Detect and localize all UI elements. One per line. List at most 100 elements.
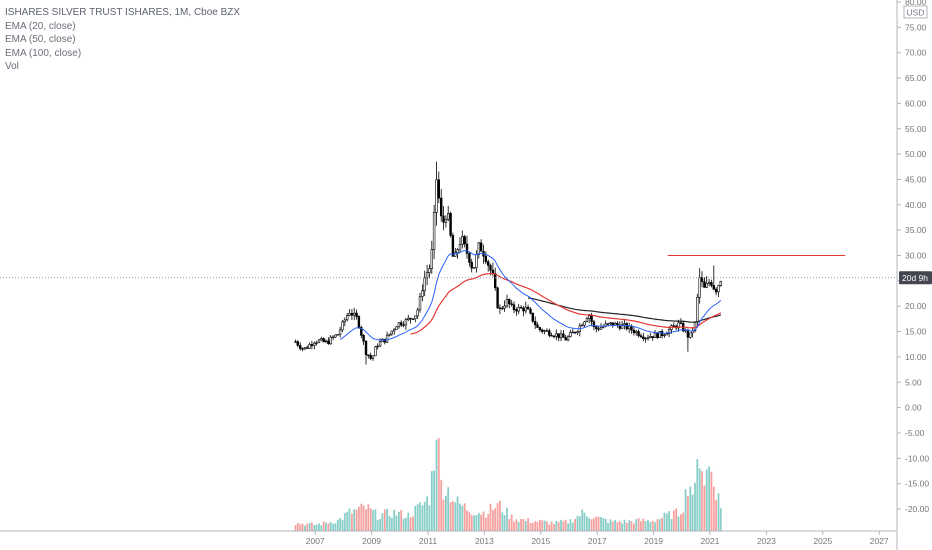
candle-body (341, 321, 344, 331)
candle-body (639, 335, 643, 338)
candle-body (491, 269, 495, 274)
y-tick-label: 0.00 (905, 403, 922, 413)
volume-bar (322, 521, 325, 531)
volume-bar (574, 519, 576, 531)
candle-body (707, 281, 711, 284)
volume-bar (480, 514, 482, 531)
candle-body (644, 337, 647, 340)
x-tick-label: 2025 (813, 536, 832, 546)
candle-body (327, 340, 330, 345)
volume-bar (339, 517, 341, 531)
candle-body (656, 332, 659, 338)
candle-body (338, 329, 342, 335)
candle-body (571, 331, 575, 334)
x-axis-ticks[interactable]: 2007 2009 2011 2013 2015 2017 2019 2021 2023 2025… (306, 531, 889, 546)
volume-bar (383, 509, 386, 531)
volume-bar (680, 514, 682, 531)
volume-bar (586, 516, 588, 531)
candle-body (416, 309, 419, 317)
candle-body (475, 254, 478, 268)
candle-body (627, 325, 631, 330)
candle-body (352, 312, 356, 316)
candle-body (456, 249, 459, 254)
x-tick-label: 2011 (419, 536, 438, 546)
volume-legend[interactable]: Vol (5, 61, 19, 72)
candle-body (524, 306, 528, 312)
volume-bar (325, 522, 327, 531)
candle-body (461, 236, 464, 245)
volume-bar (459, 503, 461, 531)
ema-50-legend[interactable]: EMA (50, close) (5, 34, 76, 45)
volume-bar (301, 523, 304, 531)
candle-body (599, 326, 603, 330)
volume-bar (388, 516, 391, 531)
candle-body (696, 297, 699, 323)
last-price-badge-box (899, 271, 932, 285)
y-tick-label: 55.00 (905, 124, 927, 134)
x-tick-label: 2021 (701, 536, 720, 546)
volume-bar (539, 519, 541, 531)
candle-body (369, 355, 372, 359)
ema-20-legend[interactable]: EMA (20, close) (5, 20, 76, 32)
candle-body (425, 272, 429, 279)
volume-bar (299, 524, 302, 531)
candle-body (458, 244, 462, 251)
currency-badge[interactable]: USD (903, 5, 928, 19)
candle-body (454, 252, 457, 257)
volume-bar (654, 522, 656, 531)
candle-body (672, 325, 676, 327)
volume-bar (477, 512, 480, 531)
candle-body (714, 288, 718, 293)
candle-body (392, 329, 396, 332)
candle-body (649, 336, 652, 339)
volume-bar (597, 516, 600, 531)
volume-bar (675, 508, 678, 531)
candle-body (689, 332, 692, 338)
y-tick-label: 10.00 (905, 352, 927, 362)
candle-body (322, 338, 325, 343)
volume-bar (689, 486, 692, 531)
volume-bar (358, 506, 360, 531)
volume-bar (461, 505, 464, 531)
volume-bar (390, 517, 393, 531)
volume-bar (393, 509, 396, 531)
candle-body (334, 334, 337, 338)
candle-body (505, 299, 509, 307)
volume-bar (576, 515, 579, 531)
symbol-title[interactable]: ISHARES SILVER TRUST ISHARES, 1M, Cboe B… (5, 7, 241, 18)
candle-body (414, 315, 417, 320)
volume-bar (506, 507, 508, 531)
volume-bar (708, 466, 710, 531)
candle-body (308, 344, 311, 349)
candle-body (343, 319, 346, 323)
volume-bar (694, 482, 696, 531)
volume-bar (581, 509, 584, 531)
candle-body (320, 338, 323, 341)
volume-bar (670, 519, 673, 531)
candle-body (620, 324, 624, 329)
volume-bar (595, 516, 598, 531)
candle-body (390, 330, 393, 335)
volume-bar (348, 508, 351, 531)
volume-bar (473, 515, 475, 531)
candle-body (350, 312, 354, 316)
candle-body (465, 243, 469, 254)
volume-bar (513, 521, 515, 531)
volume-bar (499, 500, 501, 531)
volume-bar (336, 519, 339, 531)
candle-body (428, 268, 431, 274)
candle-body (423, 277, 426, 292)
volume-bar (719, 508, 722, 531)
candle-body (580, 324, 584, 327)
candle-body (357, 316, 361, 328)
volume-bar (710, 471, 713, 531)
candle-body (421, 290, 424, 297)
volume-bar (583, 512, 586, 531)
y-tick-label: 40.00 (905, 200, 927, 210)
volume-bar (600, 517, 602, 531)
volume-bar (640, 521, 642, 531)
volume-bar (412, 516, 414, 531)
ema-100-legend[interactable]: EMA (100, close) (5, 47, 82, 59)
